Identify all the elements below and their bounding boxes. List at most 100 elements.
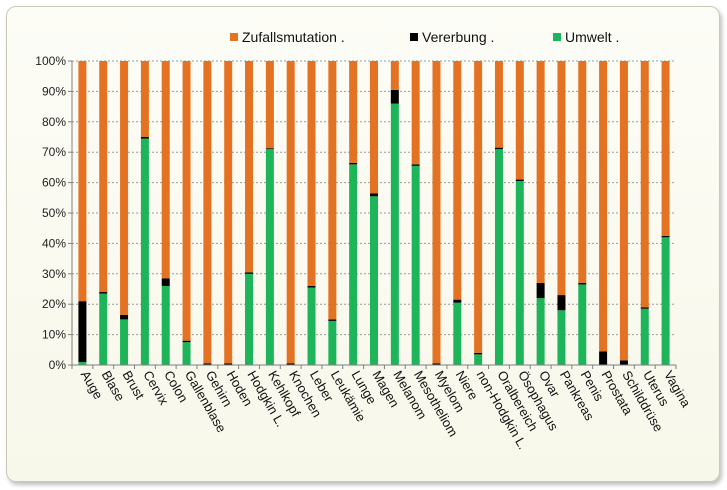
- bar-zufallsmutation-ovar: [536, 61, 545, 283]
- legend-swatch-umwelt: [553, 33, 561, 41]
- bar-zufallsmutation-schilddrüse: [619, 61, 628, 361]
- y-tick-label: 70%: [42, 145, 66, 159]
- bar-umwelt-auge: [78, 361, 87, 365]
- bar-umwelt-cervix: [140, 138, 149, 365]
- bar-vererbung-ösophagus: [515, 179, 524, 182]
- bar-zufallsmutation-gehirn: [203, 61, 212, 364]
- bars: [78, 61, 670, 365]
- legend-label-umwelt: Umwelt .: [565, 29, 619, 45]
- bar-zufallsmutation-ösophagus: [515, 61, 524, 180]
- bar-umwelt-oralbereich: [494, 149, 503, 365]
- y-tick-label: 50%: [42, 206, 66, 220]
- x-axis: AugeBlaseBrustCervixColonGallenblaseGehi…: [71, 364, 694, 452]
- y-tick-label: 100%: [35, 54, 66, 68]
- bar-umwelt-magen: [370, 196, 378, 365]
- legend-label-zufallsmutation: Zufallsmutation .: [242, 29, 345, 45]
- legend-label-vererbung: Vererbung .: [422, 29, 494, 45]
- bar-vererbung-colon: [161, 278, 170, 286]
- y-tick-label: 90%: [42, 84, 66, 98]
- bar-vererbung-blase: [99, 292, 108, 294]
- y-tick-label: 60%: [42, 176, 66, 190]
- bar-zufallsmutation-mesotheliom: [411, 61, 420, 165]
- y-tick-label: 20%: [42, 297, 66, 311]
- bar-zufallsmutation-blase: [99, 61, 108, 293]
- bar-vererbung-pankreas: [557, 295, 566, 311]
- bar-umwelt-ovar: [536, 298, 545, 365]
- bar-zufallsmutation-leber: [307, 61, 316, 286]
- bar-umwelt-ösophagus: [515, 181, 524, 365]
- bar-zufallsmutation-penis: [578, 61, 587, 283]
- bar-zufallsmutation-hoden: [224, 61, 233, 364]
- bar-vererbung-leukämie: [328, 319, 337, 321]
- bar-vererbung-myelom: [432, 363, 441, 365]
- bar-umwelt-uterus: [640, 308, 649, 365]
- bar-zufallsmutation-melanom: [390, 61, 399, 90]
- bar-vererbung-leber: [307, 285, 316, 288]
- bar-umwelt-leber: [307, 287, 316, 365]
- bar-umwelt-mesotheliom: [411, 165, 420, 365]
- bar-vererbung-uterus: [640, 307, 649, 309]
- bar-umwelt-hodgkin-l: [245, 273, 254, 365]
- bar-zufallsmutation-oralbereich: [494, 61, 503, 148]
- bar-zufallsmutation-colon: [161, 61, 170, 279]
- bar-zufallsmutation-magen: [370, 61, 378, 194]
- bar-vererbung-cervix: [140, 137, 149, 139]
- bar-zufallsmutation-pankreas: [557, 61, 566, 296]
- bar-vererbung-prostata: [599, 351, 608, 365]
- bar-zufallsmutation-non-hodgkin-l: [474, 61, 483, 353]
- bar-vererbung-hodgkin-l: [245, 272, 254, 274]
- legend: Zufallsmutation . Vererbung . Umwelt .: [230, 29, 619, 45]
- bar-zufallsmutation-auge: [78, 61, 87, 302]
- bar-vererbung-oralbereich: [494, 147, 503, 150]
- bar-zufallsmutation-hodgkin-l: [245, 61, 254, 273]
- bar-vererbung-auge: [78, 301, 87, 362]
- bar-zufallsmutation-knochen: [286, 61, 295, 364]
- bar-umwelt-pankreas: [557, 310, 566, 365]
- y-axis: 0% 10% 20% 30% 40% 50% 60% 70% 80% 90% 100%: [35, 54, 73, 372]
- legend-swatch-zufallsmutation: [230, 33, 238, 41]
- bar-umwelt-kehlkopf: [265, 149, 274, 365]
- legend-swatch-vererbung: [410, 33, 418, 41]
- bar-vererbung-schilddrüse: [619, 360, 628, 365]
- bar-umwelt-vagina: [661, 237, 670, 365]
- bar-vererbung-melanom: [390, 89, 399, 104]
- bar-umwelt-non-hodgkin-l: [474, 354, 483, 365]
- bar-umwelt-colon: [161, 285, 170, 365]
- bar-umwelt-lunge: [349, 164, 358, 365]
- bar-umwelt-brust: [120, 319, 129, 365]
- bar-vererbung-gehirn: [203, 363, 212, 365]
- bar-vererbung-kehlkopf: [265, 148, 274, 150]
- bar-vererbung-vagina: [661, 235, 670, 238]
- bar-umwelt-melanom: [390, 103, 399, 365]
- bar-umwelt-niere: [453, 302, 462, 365]
- bar-umwelt-gallenblase: [182, 342, 191, 365]
- bar-zufallsmutation-cervix: [140, 61, 149, 137]
- y-tick-label: 40%: [42, 236, 66, 250]
- bar-zufallsmutation-brust: [120, 61, 129, 315]
- bar-umwelt-penis: [578, 284, 587, 365]
- bar-zufallsmutation-niere: [453, 61, 462, 300]
- bar-vererbung-hoden: [224, 363, 233, 365]
- bar-zufallsmutation-gallenblase: [182, 61, 191, 341]
- bar-vererbung-knochen: [286, 363, 295, 365]
- bar-vererbung-ovar: [536, 282, 545, 299]
- bar-zufallsmutation-prostata: [599, 61, 608, 352]
- bar-vererbung-penis: [578, 282, 587, 285]
- bar-vererbung-magen: [370, 193, 378, 197]
- bar-umwelt-leukämie: [328, 320, 337, 365]
- bar-zufallsmutation-uterus: [640, 61, 649, 308]
- bar-zufallsmutation-kehlkopf: [265, 61, 274, 149]
- y-tick-label: 30%: [42, 267, 66, 281]
- bar-umwelt-blase: [99, 293, 108, 365]
- bar-zufallsmutation-myelom: [432, 61, 441, 364]
- bar-vererbung-mesotheliom: [411, 164, 420, 166]
- bar-vererbung-niere: [453, 299, 462, 303]
- y-tick-label: 0%: [49, 358, 67, 372]
- bar-zufallsmutation-leukämie: [328, 61, 337, 320]
- bar-vererbung-lunge: [349, 162, 358, 165]
- bar-zufallsmutation-vagina: [661, 61, 670, 236]
- y-tick-label: 80%: [42, 115, 66, 129]
- y-tick-label: 10%: [42, 328, 66, 342]
- bar-vererbung-brust: [120, 314, 129, 320]
